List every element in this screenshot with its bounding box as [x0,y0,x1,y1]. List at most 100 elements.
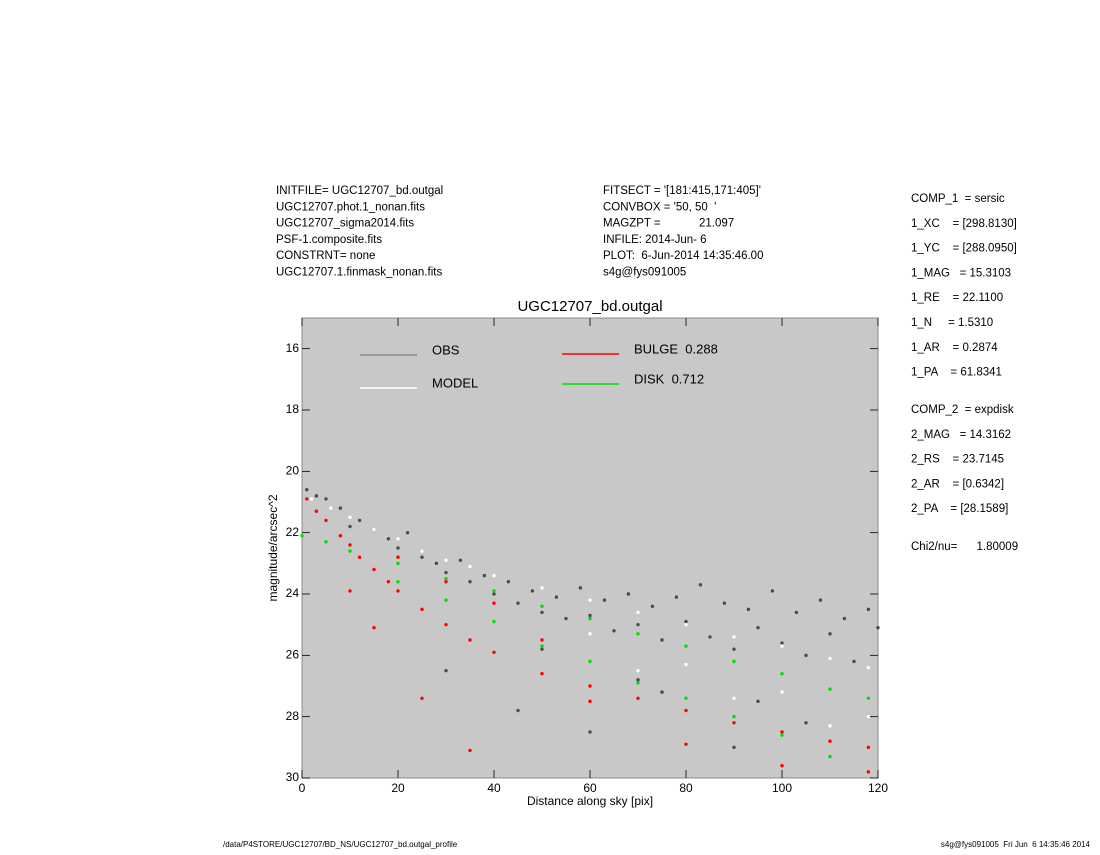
data-point [684,708,688,713]
header-mid-line: FITSECT = '[181:415,171:405]' [603,185,761,197]
data-point [602,598,607,602]
data-point [338,506,343,510]
param-line: 1_MAG = 15.3103 [911,267,1011,279]
header-left-line: CONSTRNT= none [276,250,375,262]
x-tick-label: 120 [868,781,888,795]
data-point [866,607,871,612]
data-point [540,672,544,676]
data-point [780,733,784,737]
data-point [396,537,400,541]
data-point [684,619,688,624]
data-point [554,595,559,599]
header-left-line: UGC12707_sigma2014.fits [276,218,414,230]
x-tick-label: 40 [487,781,501,795]
data-point [770,589,775,593]
param-line: 1_RE = 22.1100 [911,292,1003,304]
data-point [420,696,424,700]
data-point [732,714,736,719]
data-point [866,745,871,750]
y-tick-label: 28 [286,709,300,723]
data-point [818,598,823,602]
data-point [540,604,544,608]
data-point [420,607,424,612]
data-point [420,555,424,559]
data-point [732,721,736,725]
data-point [780,730,784,734]
header-mid-line: PLOT: 6-Jun-2014 14:35:46.00 [603,250,763,262]
data-point [636,678,640,682]
data-point [828,656,832,661]
header-mid-line: MAGZPT = 21.097 [603,218,734,230]
data-point [588,699,592,704]
param-line: COMP_2 = expdisk [911,404,1014,416]
data-point [828,739,832,743]
data-point [309,497,314,501]
data-point [372,626,376,630]
plot-background [301,317,879,779]
y-tick-label: 18 [286,402,300,416]
data-point [540,644,544,648]
data-point [348,543,352,547]
data-point [636,622,640,627]
data-point [357,518,362,523]
x-axis-label: Distance along sky [pix] [527,794,653,808]
data-point [636,681,640,685]
data-point [482,573,487,578]
data-point [348,589,352,593]
data-point [305,497,309,501]
data-point [684,696,688,700]
data-point [588,616,592,621]
data-point [444,580,448,584]
data-point [444,598,448,602]
data-point [876,626,880,630]
data-point [732,635,736,639]
data-point [540,610,544,615]
x-tick-label: 100 [772,781,792,795]
data-point [314,509,319,513]
data-point [732,696,736,700]
y-axis-label: magnitude/arcsec^2 [266,494,280,601]
data-point [324,540,328,544]
data-point [866,770,871,774]
header-left-line: PSF-1.composite.fits [276,234,382,246]
data-point [506,580,511,584]
header-mid-line: s4g@fys091005 [603,267,686,279]
data-point [444,668,448,673]
data-point [588,632,592,636]
data-point [372,527,376,532]
header-left-line: UGC12707.phot.1_nonan.fits [276,201,425,213]
data-point [804,721,808,725]
param-line: 2_PA = [28.1589] [911,503,1008,515]
data-point [698,583,703,587]
data-point [444,576,448,581]
data-point [588,659,592,664]
data-point [650,604,655,608]
header-mid-line: CONVBOX = '50, 50 ' [603,201,716,213]
data-point [866,696,871,700]
data-point [338,534,343,538]
data-point [684,742,688,746]
data-point [828,724,832,728]
data-point [516,601,520,605]
data-point [405,530,410,535]
data-point [578,586,583,590]
data-point [852,659,856,664]
data-point [396,589,400,593]
data-point [660,638,664,642]
data-point [732,745,736,750]
x-tick-label: 80 [679,781,693,795]
data-point [492,601,496,605]
param-line: 2_RS = 23.7145 [911,454,1004,466]
data-point [396,555,400,559]
x-tick-label: 20 [391,781,405,795]
legend-label: BULGE 0.288 [634,341,718,356]
data-point [396,561,400,566]
y-tick-label: 30 [286,770,300,784]
data-point [866,714,871,719]
param-line: 1_AR = 0.2874 [911,342,998,354]
data-point [348,549,352,553]
data-point [492,573,496,578]
data-point [357,555,362,559]
data-point [636,696,640,700]
